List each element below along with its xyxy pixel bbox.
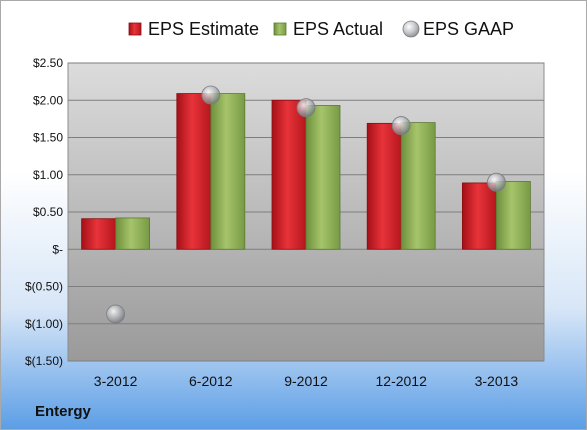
y-tick-label: $0.50 [33,205,63,219]
company-name: Entergy [35,403,91,420]
y-tick-label: $(1.50) [25,354,63,368]
legend-eps-actual: EPS Actual [273,19,383,39]
legend-swatch [402,20,420,38]
eps-actual-bar [115,217,150,250]
eps-estimate-bar [176,93,212,250]
legend-swatch [273,22,287,36]
eps-actual-bar [210,93,246,250]
legend-label: EPS Actual [293,19,383,39]
y-tick-label: $1.00 [33,168,63,182]
eps-gaap-marker [391,116,411,135]
plot-area: $2.50 $2.00 $1.50 $1.00 $0.50 $- $(0.50) $(1.00… [25,56,545,389]
x-tick-label: 3-2012 [94,373,138,389]
y-tick-label: $1.50 [33,131,63,145]
x-tick-label: 12-2012 [376,373,428,389]
eps-gaap-marker [201,85,221,105]
eps-actual-bar [495,181,531,250]
y-tick-label: $- [52,242,63,256]
y-tick-label: $2.00 [33,93,63,107]
y-tick-label: $2.50 [33,56,63,70]
eps-gaap-marker [106,304,125,324]
eps-gaap-marker [486,172,506,192]
x-tick-label: 3-2013 [475,373,519,389]
legend-label: EPS Estimate [148,19,259,39]
x-tick-label: 6-2012 [189,373,233,389]
legend-label: EPS GAAP [423,19,514,39]
legend-eps-gaap: EPS GAAP [402,19,514,39]
legend-swatch [128,22,142,36]
x-tick-label: 9-2012 [284,373,328,389]
eps-estimate-bar [461,182,497,250]
eps-actual-bar [305,105,341,250]
chart-legend: EPS Estimate EPS Actual EPS GAAP [128,19,514,39]
y-tick-label: $(1.00) [25,317,63,331]
legend-eps-estimate: EPS Estimate [128,19,259,39]
eps-estimate-bar [271,99,307,250]
y-tick-label: $(0.50) [25,280,63,294]
eps-estimate-bar [81,218,116,250]
eps-gaap-marker [296,98,316,118]
eps-actual-bar [400,122,436,250]
eps-estimate-bar [366,122,402,250]
